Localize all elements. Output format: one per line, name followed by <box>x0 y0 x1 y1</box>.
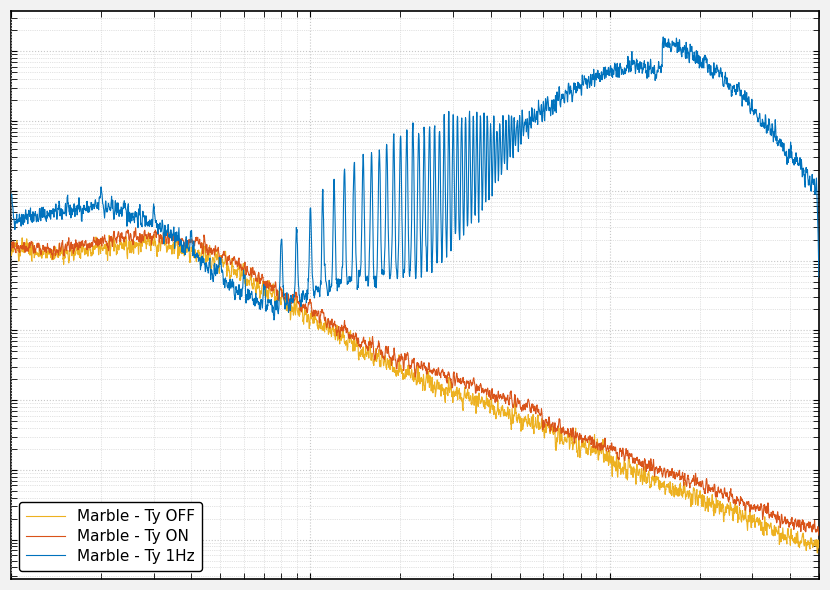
Marble - Ty ON <box>6 245 16 253</box>
Marble - Ty ON <box>316 307 326 314</box>
Marble - Ty ON <box>98 237 108 244</box>
Marble - Ty OFF <box>814 545 824 552</box>
Marble - Ty OFF <box>316 319 326 326</box>
Marble - Ty ON <box>351 330 361 337</box>
Line: Marble - Ty OFF: Marble - Ty OFF <box>11 232 819 553</box>
Marble - Ty ON <box>798 519 808 526</box>
Marble - Ty ON <box>130 224 140 231</box>
Marble - Ty OFF <box>6 250 16 257</box>
Line: Marble - Ty ON: Marble - Ty ON <box>11 228 819 535</box>
Marble - Ty 1Hz <box>814 273 824 280</box>
Marble - Ty 1Hz <box>658 34 668 41</box>
Marble - Ty OFF <box>711 494 721 501</box>
Line: Marble - Ty 1Hz: Marble - Ty 1Hz <box>11 37 819 320</box>
Legend: Marble - Ty OFF, Marble - Ty ON, Marble - Ty 1Hz: Marble - Ty OFF, Marble - Ty ON, Marble … <box>19 502 203 571</box>
Marble - Ty 1Hz <box>798 168 808 175</box>
Marble - Ty OFF <box>146 242 156 249</box>
Marble - Ty OFF <box>813 549 823 556</box>
Marble - Ty ON <box>711 488 721 495</box>
Marble - Ty 1Hz <box>316 271 326 278</box>
Marble - Ty 1Hz <box>98 202 108 209</box>
Marble - Ty 1Hz <box>269 316 279 323</box>
Marble - Ty 1Hz <box>711 62 721 69</box>
Marble - Ty OFF <box>98 245 108 252</box>
Marble - Ty ON <box>146 241 156 248</box>
Marble - Ty 1Hz <box>351 257 361 264</box>
Marble - Ty OFF <box>798 530 808 537</box>
Marble - Ty ON <box>814 532 824 539</box>
Marble - Ty 1Hz <box>146 219 156 227</box>
Marble - Ty 1Hz <box>6 192 16 199</box>
Marble - Ty OFF <box>144 229 154 236</box>
Marble - Ty OFF <box>351 336 361 343</box>
